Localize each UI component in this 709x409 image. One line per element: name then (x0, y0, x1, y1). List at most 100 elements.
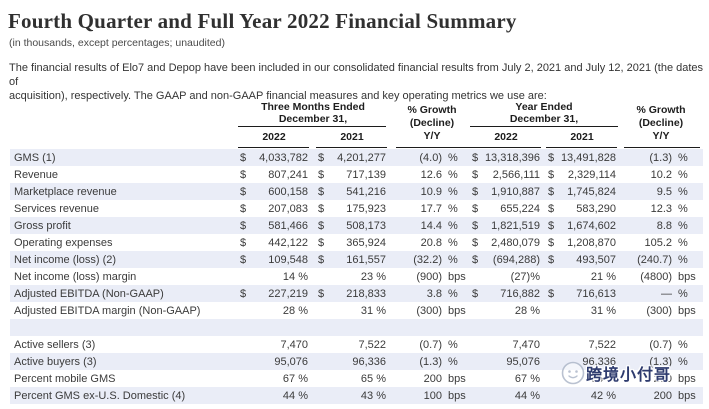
row-label: Active sellers (3) (14, 338, 96, 351)
q4-2021-cell: $ 4,201,277 (318, 152, 386, 164)
currency-symbol: $ (318, 236, 325, 249)
q4-2021-cell: 43 % (318, 390, 386, 402)
q4-growth-unit: % (448, 253, 458, 266)
table-row: Services revenue $ 207,083 $ 175,923 17.… (10, 200, 703, 217)
fy-2021-cell: 21 % (548, 271, 616, 283)
currency-symbol: $ (240, 151, 247, 164)
fy-growth-unit: % (678, 236, 688, 249)
currency-symbol: $ (548, 287, 555, 300)
header-q4-2022: 2022 (262, 131, 286, 143)
intro-paragraph: The financial results of Elo7 and Depop … (9, 61, 709, 103)
currency-symbol: $ (240, 168, 247, 181)
q4-2021-cell: $ 218,833 (318, 288, 386, 300)
fy-2022-value: (694,288) (492, 253, 540, 266)
fy-2021-cell: $ 583,290 (548, 203, 616, 215)
q4-2022-cell: 95,076 (240, 356, 308, 368)
currency-symbol: $ (548, 236, 555, 249)
q4-2021-cell: 23 % (318, 271, 386, 283)
fy-2022-value: 716,882 (500, 287, 540, 300)
fy-2022-value: 67 % (514, 372, 540, 385)
table-body: GMS (1) $ 4,033,782 $ 4,201,277 (4.0) % … (10, 149, 703, 404)
q4-2021-cell: $ 175,923 (318, 203, 386, 215)
q4-growth-value: 200 (423, 372, 442, 385)
rule-growth-q4 (396, 147, 470, 148)
currency-symbol: $ (240, 202, 247, 215)
fy-2021-cell: 65 % (548, 373, 616, 385)
fy-2022-cell: 95,076 (472, 356, 540, 368)
fy-2022-value: 1,910,887 (491, 185, 540, 198)
fy-2022-cell: $ 1,821,519 (472, 220, 540, 232)
row-label: Services revenue (14, 202, 99, 215)
q4-2022-cell: 14 % (240, 271, 308, 283)
q4-growth-value: 10.9 (420, 185, 442, 198)
table-row: Active sellers (3) 7,470 7,522 (0.7) % 7… (10, 336, 703, 353)
currency-symbol: $ (318, 287, 325, 300)
currency-symbol: $ (548, 202, 555, 215)
fy-2021-value: 13,491,828 (560, 151, 616, 164)
q4-growth-value: (900) (416, 270, 442, 283)
rule-q4-2022 (238, 147, 309, 148)
q4-growth-unit: % (448, 185, 458, 198)
q4-growth-value: 17.7 (420, 202, 442, 215)
fy-2022-cell: $ 2,480,079 (472, 237, 540, 249)
fy-growth-value: 200 (653, 389, 672, 402)
q4-growth-unit: % (448, 202, 458, 215)
row-label: Revenue (14, 168, 59, 181)
fy-2021-cell: $ 13,491,828 (548, 152, 616, 164)
fy-growth-value: 12.3 (650, 202, 672, 215)
q4-2021-value: 7,522 (358, 338, 386, 351)
page-title: Fourth Quarter and Full Year 2022 Financ… (8, 9, 517, 33)
fy-growth-value: 105.2 (644, 236, 672, 249)
fy-growth-value: 200 (653, 372, 672, 385)
row-label: Adjusted EBITDA margin (Non-GAAP) (14, 304, 201, 317)
table-row: Net income (loss) (2) $ 109,548 $ 161,55… (10, 251, 703, 268)
fy-2022-value: 655,224 (500, 202, 540, 215)
fy-growth-value: (0.7) (649, 338, 672, 351)
currency-symbol: $ (318, 219, 325, 232)
fy-2021-cell: $ 1,208,870 (548, 237, 616, 249)
q4-growth-unit: % (448, 168, 458, 181)
q4-2022-cell: $ 442,122 (240, 237, 308, 249)
table-row: Marketplace revenue $ 600,158 $ 541,216 … (10, 183, 703, 200)
q4-2022-value: 67 % (282, 372, 308, 385)
fy-growth-unit: bps (678, 270, 696, 283)
currency-symbol: $ (472, 253, 479, 266)
q4-growth-value: (0.7) (419, 338, 442, 351)
header-q4-2021: 2021 (340, 131, 364, 143)
q4-2022-value: 4,033,782 (259, 151, 308, 164)
q4-2022-cell: $ 581,466 (240, 220, 308, 232)
q4-growth-value: (32.2) (413, 253, 442, 266)
table-row (10, 319, 703, 336)
fy-growth-value: 9.5 (656, 185, 672, 198)
q4-2022-cell: 28 % (240, 305, 308, 317)
fy-growth-unit: bps (678, 389, 696, 402)
currency-symbol: $ (240, 236, 247, 249)
header-fy-2021: 2021 (570, 131, 594, 143)
currency-symbol: $ (472, 236, 479, 249)
fy-2021-value: 7,522 (588, 338, 616, 351)
currency-symbol: $ (548, 219, 555, 232)
fy-2022-cell: $ 655,224 (472, 203, 540, 215)
q4-2021-value: 23 % (360, 270, 386, 283)
q4-2022-value: 442,122 (268, 236, 308, 249)
row-label: Operating expenses (14, 236, 113, 249)
q4-growth-value: 3.8 (426, 287, 442, 300)
fy-2022-cell: $ 13,318,396 (472, 152, 540, 164)
q4-2021-value: 65 % (360, 372, 386, 385)
q4-2021-cell: 31 % (318, 305, 386, 317)
fy-growth-value: — (661, 287, 672, 300)
fy-growth-unit: % (678, 338, 688, 351)
table-row: Percent GMS ex-U.S. Domestic (4) 44 % 43… (10, 387, 703, 404)
q4-2022-value: 7,470 (280, 338, 308, 351)
q4-2022-cell: 7,470 (240, 339, 308, 351)
q4-growth-unit: % (448, 236, 458, 249)
currency-symbol: $ (472, 185, 479, 198)
table-row: Percent mobile GMS 67 % 65 % 200 bps 67 … (10, 370, 703, 387)
fy-2022-value: 28 % (514, 304, 540, 317)
q4-growth-unit: % (448, 287, 458, 300)
q4-2022-cell: 44 % (240, 390, 308, 402)
rule-three-months (238, 126, 386, 127)
currency-symbol: $ (240, 253, 247, 266)
fy-growth-value: 8.8 (656, 219, 672, 232)
